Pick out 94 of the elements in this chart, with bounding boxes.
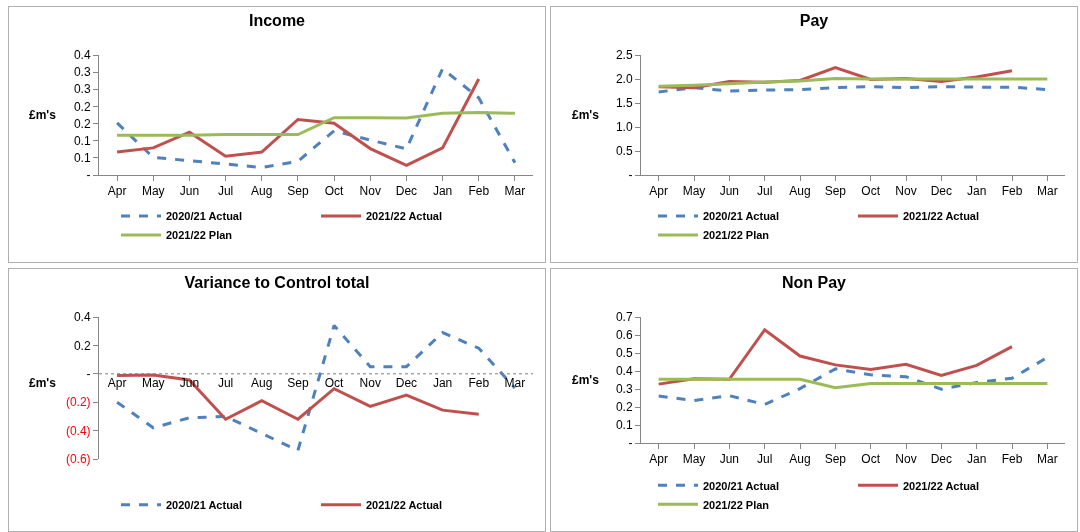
x-tick-label: Feb	[468, 375, 490, 390]
x-tick-label: Aug	[789, 452, 811, 467]
x-tick-label: Jul	[757, 184, 773, 199]
y-tick-label: 0.4	[73, 48, 91, 63]
x-tick-label: Jul	[217, 184, 234, 199]
y-tick-label: (0.2)	[65, 395, 91, 410]
x-tick-label: May	[141, 184, 165, 199]
y-tick-label: (0.6)	[65, 452, 91, 467]
x-tick-label: Nov	[359, 184, 381, 199]
y-tick-label: 0.5	[615, 144, 633, 159]
y-tick-label: 1.0	[615, 120, 633, 135]
y-tick-label: 0.2	[73, 116, 91, 131]
legend-label: 2021/22 Actual	[903, 210, 980, 223]
y-tick-label: 0.3	[615, 382, 633, 397]
x-tick-label: Oct	[861, 452, 881, 467]
y-tick-label: (0.4)	[65, 423, 91, 438]
y-tick-label: 0.2	[73, 99, 91, 114]
y-tick-label: -	[86, 168, 91, 183]
y-tick-label: 0.5	[615, 346, 633, 361]
y-tick-label: 0.2	[615, 400, 633, 415]
x-tick-label: Jun	[719, 184, 740, 199]
y-tick-label: 0.2	[73, 338, 91, 353]
x-tick-label: Apr	[107, 375, 127, 390]
x-tick-label: Feb	[468, 184, 490, 199]
y-axis-title: £m's	[29, 108, 57, 122]
x-tick-label: Aug	[251, 184, 273, 199]
x-tick-label: Dec	[930, 452, 952, 467]
x-tick-label: Apr	[649, 184, 669, 199]
x-tick-label: Sep	[824, 184, 847, 199]
x-tick-label: Nov	[895, 184, 917, 199]
y-tick-label: 1.5	[615, 96, 633, 111]
y-tick-label: 2.5	[615, 48, 633, 63]
x-tick-label: Dec	[395, 184, 418, 199]
x-tick-label: Dec	[395, 375, 418, 390]
x-tick-label: Jun	[179, 184, 200, 199]
x-tick-label: Jun	[719, 452, 740, 467]
chart-title: Pay	[799, 11, 829, 29]
legend-label: 2020/21 Actual	[166, 210, 243, 223]
legend-label: 2021/22 Plan	[703, 498, 770, 511]
x-tick-label: Apr	[107, 184, 127, 199]
legend-label: 2021/22 Actual	[903, 479, 980, 492]
legend-label: 2021/22 Plan	[703, 229, 770, 242]
chart-title: Non Pay	[781, 274, 847, 292]
x-tick-label: Oct	[324, 375, 345, 390]
y-tick-label: 0.4	[73, 310, 91, 325]
y-tick-label: 0.3	[73, 65, 91, 80]
x-tick-label: Jul	[757, 452, 773, 467]
legend-label: 2020/21 Actual	[703, 479, 780, 492]
legend-label: 2021/22 Actual	[366, 499, 443, 512]
y-tick-label: -	[628, 436, 633, 451]
chart-title: Variance to Control total	[184, 274, 370, 292]
y-tick-label: 0.1	[73, 133, 91, 148]
legend-label: 2020/21 Actual	[703, 210, 780, 223]
legend-label: 2020/21 Actual	[166, 499, 243, 512]
y-tick-label: 0.1	[615, 418, 633, 433]
x-tick-label: Apr	[649, 452, 669, 467]
x-tick-label: Jan	[432, 375, 453, 390]
x-tick-label: Mar	[504, 184, 526, 199]
x-tick-label: Jan	[966, 184, 987, 199]
y-tick-label: 0.6	[615, 328, 633, 343]
x-tick-label: Feb	[1001, 184, 1023, 199]
x-tick-label: Jan	[432, 184, 453, 199]
x-tick-label: May	[141, 375, 165, 390]
x-tick-label: Mar	[1036, 184, 1058, 199]
chart-title: Income	[248, 11, 306, 29]
x-tick-label: Oct	[861, 184, 881, 199]
y-tick-label: 2.0	[615, 72, 633, 87]
x-tick-label: Sep	[287, 184, 309, 199]
x-tick-label: Aug	[789, 184, 811, 199]
x-tick-label: Mar	[504, 375, 526, 390]
x-tick-label: Oct	[324, 184, 345, 199]
legend-label: 2021/22 Plan	[166, 229, 233, 242]
x-tick-label: Dec	[930, 184, 952, 199]
y-axis-title: £m's	[572, 373, 600, 387]
y-tick-label: 0.7	[615, 310, 633, 325]
y-tick-label: -	[628, 168, 633, 183]
x-tick-label: Jul	[217, 375, 234, 390]
x-tick-label: Sep	[824, 452, 847, 467]
x-tick-label: Mar	[1036, 452, 1058, 467]
y-tick-label: 0.1	[73, 151, 91, 166]
x-tick-label: Aug	[251, 375, 273, 390]
x-tick-label: Jan	[966, 452, 987, 467]
y-axis-title: £m's	[572, 108, 600, 122]
x-tick-label: Nov	[895, 452, 917, 467]
y-tick-label: 0.4	[615, 364, 633, 379]
y-tick-label: -	[86, 367, 91, 381]
x-tick-label: Nov	[359, 375, 381, 390]
x-tick-label: Feb	[1001, 452, 1023, 467]
legend-label: 2021/22 Actual	[366, 210, 443, 223]
y-axis-title: £m's	[29, 376, 57, 390]
x-tick-label: Sep	[287, 375, 309, 390]
x-tick-label: May	[682, 184, 706, 199]
x-tick-label: May	[682, 452, 706, 467]
y-tick-label: 0.3	[73, 82, 91, 97]
